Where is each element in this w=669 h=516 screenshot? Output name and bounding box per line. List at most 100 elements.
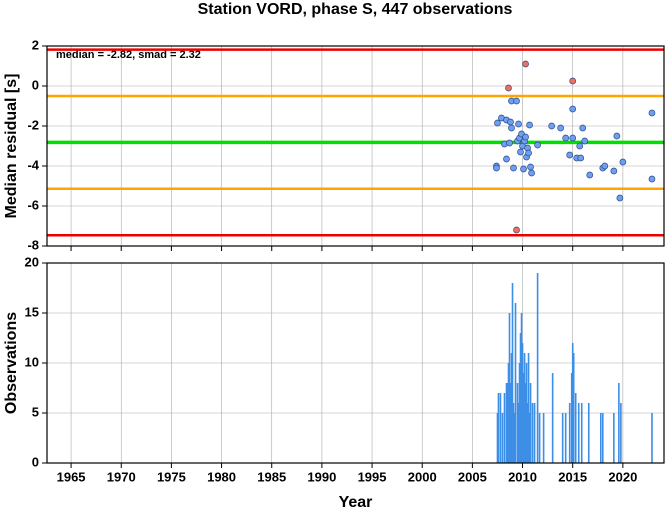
data-point (494, 119, 501, 127)
y-tick-label: 2 (32, 37, 39, 52)
bar (651, 413, 653, 463)
data-point (569, 134, 577, 142)
bar (572, 353, 575, 463)
data-point (515, 120, 522, 128)
data-point (525, 149, 532, 157)
y-tick-label: -4 (27, 157, 39, 172)
data-point (577, 154, 585, 162)
data-point (507, 118, 514, 126)
x-tick-label: 1970 (107, 469, 136, 484)
data-point (562, 134, 570, 142)
x-tick-label: 1980 (207, 469, 236, 484)
bar (551, 373, 554, 463)
data-point (520, 165, 527, 173)
bar (561, 413, 564, 463)
x-tick-label: 1985 (257, 469, 286, 484)
bar (524, 383, 527, 463)
bar (519, 333, 522, 463)
bar (568, 403, 571, 463)
data-point (528, 169, 535, 177)
data-point (569, 77, 577, 85)
bar (602, 413, 604, 463)
bar (618, 383, 620, 463)
data-point (566, 151, 574, 159)
bar (521, 343, 524, 463)
bar (516, 383, 519, 463)
data-point (505, 84, 512, 92)
data-point (522, 60, 529, 68)
x-tick-label: 2010 (508, 469, 537, 484)
data-point (527, 163, 534, 171)
y-tick-label: 15 (25, 304, 39, 319)
x-tick-label: 1990 (307, 469, 336, 484)
bar (577, 403, 580, 463)
y-axis-label: Observations (3, 312, 20, 414)
bar (533, 403, 536, 463)
data-point (586, 171, 594, 179)
data-point (610, 167, 618, 175)
bar (499, 393, 502, 463)
y-tick-label: 5 (32, 404, 39, 419)
bar (497, 393, 500, 463)
chart-title: Station VORD, phase S, 447 observations (198, 1, 513, 18)
bar (514, 303, 517, 463)
bar (574, 393, 577, 463)
bar (518, 363, 521, 463)
bar (501, 413, 504, 463)
bar (564, 413, 567, 463)
bar (507, 363, 510, 463)
bar (599, 413, 602, 463)
plot-frame (46, 45, 665, 247)
data-point (619, 158, 627, 166)
bar (511, 283, 514, 463)
bar (587, 403, 590, 463)
bar (613, 413, 615, 463)
bar (522, 373, 525, 463)
bar (512, 403, 515, 463)
bar (517, 403, 520, 463)
y-tick-label: -8 (27, 237, 39, 252)
data-point (648, 175, 656, 183)
bar (520, 313, 523, 463)
bar (526, 403, 529, 463)
bar (508, 313, 511, 463)
data-point (613, 132, 621, 140)
data-point (513, 226, 520, 234)
bar (523, 353, 526, 463)
x-tick-label: 2005 (458, 469, 487, 484)
data-point (576, 142, 584, 150)
y-tick-label: 0 (32, 77, 39, 92)
data-point (493, 164, 500, 172)
bar (531, 403, 534, 463)
annotation: median = -2.82, smad = 2.32 (56, 49, 201, 61)
bar (506, 383, 509, 463)
y-axis-label: Median residual [s] (3, 74, 20, 219)
data-point (513, 97, 520, 105)
bar (527, 353, 530, 463)
data-point (581, 137, 589, 145)
x-tick-label: 1995 (358, 469, 387, 484)
data-point (506, 139, 513, 147)
y-tick-label: -6 (27, 197, 39, 212)
data-point (601, 162, 609, 170)
bar (505, 383, 508, 463)
data-point (569, 105, 577, 113)
bar (580, 403, 583, 463)
bar (538, 413, 541, 463)
data-point (534, 141, 541, 149)
data-point (616, 194, 624, 202)
x-tick-label: 1975 (157, 469, 186, 484)
bar (620, 403, 622, 463)
data-point (579, 124, 587, 132)
bar (513, 413, 516, 463)
y-tick-label: 10 (25, 354, 39, 369)
data-point (548, 122, 555, 130)
data-point (517, 148, 524, 156)
x-tick-label: 1965 (57, 469, 86, 484)
bar (536, 273, 539, 463)
bar (528, 413, 531, 463)
bar (525, 363, 528, 463)
plot-frame (46, 262, 665, 464)
bar (542, 413, 545, 463)
